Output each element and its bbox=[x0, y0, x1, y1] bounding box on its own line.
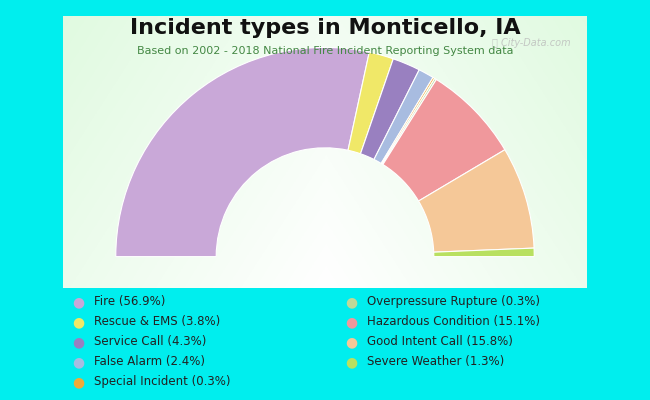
Wedge shape bbox=[348, 52, 393, 154]
Text: Service Call (4.3%): Service Call (4.3%) bbox=[94, 336, 207, 348]
Text: Hazardous Condition (15.1%): Hazardous Condition (15.1%) bbox=[367, 316, 540, 328]
Text: ●: ● bbox=[345, 295, 357, 309]
Text: Fire (56.9%): Fire (56.9%) bbox=[94, 296, 166, 308]
Text: Based on 2002 - 2018 National Fire Incident Reporting System data: Based on 2002 - 2018 National Fire Incid… bbox=[136, 46, 514, 56]
Wedge shape bbox=[361, 59, 419, 160]
Text: ●: ● bbox=[72, 355, 84, 369]
Wedge shape bbox=[382, 78, 436, 164]
Text: Incident types in Monticello, IA: Incident types in Monticello, IA bbox=[130, 18, 520, 38]
Text: Rescue & EMS (3.8%): Rescue & EMS (3.8%) bbox=[94, 316, 220, 328]
Text: False Alarm (2.4%): False Alarm (2.4%) bbox=[94, 356, 205, 368]
Text: ●: ● bbox=[72, 335, 84, 349]
Text: ⓘ City-Data.com: ⓘ City-Data.com bbox=[492, 38, 571, 48]
Wedge shape bbox=[383, 80, 505, 201]
Text: ●: ● bbox=[72, 295, 84, 309]
Text: ●: ● bbox=[345, 315, 357, 329]
Text: ●: ● bbox=[345, 355, 357, 369]
Wedge shape bbox=[419, 150, 534, 252]
Text: ●: ● bbox=[72, 315, 84, 329]
Wedge shape bbox=[374, 70, 433, 164]
Text: Severe Weather (1.3%): Severe Weather (1.3%) bbox=[367, 356, 504, 368]
Wedge shape bbox=[434, 248, 534, 257]
Text: Good Intent Call (15.8%): Good Intent Call (15.8%) bbox=[367, 336, 513, 348]
Text: Overpressure Rupture (0.3%): Overpressure Rupture (0.3%) bbox=[367, 296, 540, 308]
Wedge shape bbox=[116, 47, 369, 257]
Text: ●: ● bbox=[345, 335, 357, 349]
Wedge shape bbox=[381, 78, 435, 164]
Text: ●: ● bbox=[72, 375, 84, 389]
Text: Special Incident (0.3%): Special Incident (0.3%) bbox=[94, 376, 231, 388]
